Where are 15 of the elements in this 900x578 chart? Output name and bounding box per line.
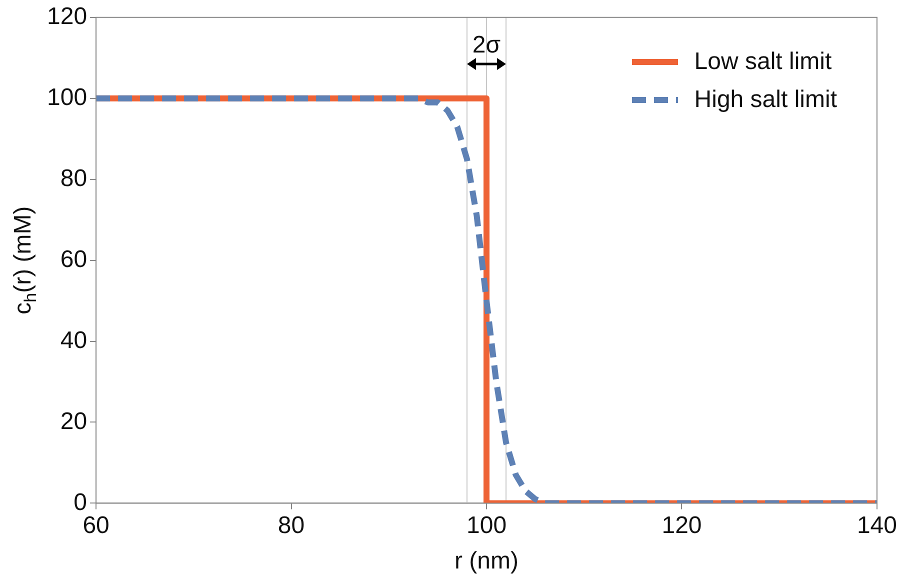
y-tick-label: 120 (46, 3, 88, 30)
legend-label: High salt limit (694, 86, 837, 114)
y-tick-label: 60 (60, 246, 88, 273)
legend-label: Low salt limit (694, 48, 832, 76)
y-tick-label: 20 (60, 408, 88, 435)
x-tick-label: 80 (278, 512, 305, 540)
x-tick-label: 100 (466, 512, 507, 540)
annotation: 2σ (472, 31, 501, 58)
y-tick-label: 80 (60, 164, 88, 192)
x-tick-label: 140 (856, 512, 897, 540)
y-tick-label: 40 (60, 326, 88, 354)
x-tick-label: 120 (662, 512, 702, 540)
x-axis-title: r (nm) (454, 548, 519, 575)
y-axis-title: ch(r) (mM) (10, 206, 40, 314)
y-tick-label: 100 (46, 84, 88, 111)
